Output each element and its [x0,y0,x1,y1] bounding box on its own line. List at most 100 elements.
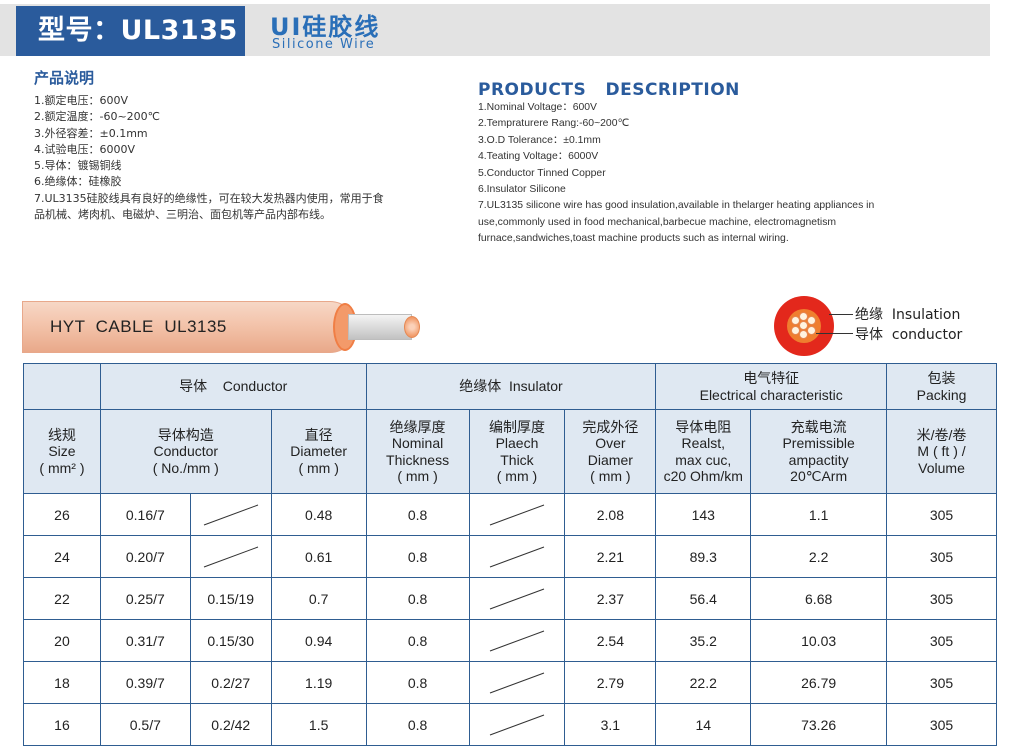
diameter-cell: 0.7 [270,577,367,620]
table-row: 16 0.5/7 0.2/42 1.5 0.8 3.1 14 73.26 305 [23,703,997,746]
conductor-strand [791,316,800,325]
resistance-cell: 35.2 [655,619,752,662]
description-cn-list: 1.额定电压：600V 2.额定温度：-60~200℃ 3.外径容差：±0.1m… [34,93,394,223]
plaech-cell [468,703,566,746]
description-en-item: 7.UL3135 silicone wire has good insulati… [478,200,875,245]
cable-core-strands [404,316,420,338]
table-column-header-row: 线规 Size( mm² ) 导体构造 Conductor( No./mm ) 直径… [23,409,997,494]
thickness-cell: 0.8 [365,577,470,620]
description-cn-item: 4.试验电压：6000V [34,142,136,156]
plaech-cell [468,661,566,704]
diameter-cell: 0.94 [270,619,367,662]
model-label: 型号：UL3135 [16,6,245,56]
over-diameter-cell: 2.37 [564,577,657,620]
over-diameter-cell: 2.54 [564,619,657,662]
conductor-strand [799,321,808,330]
size-cell: 26 [23,493,101,536]
description-en-item: 5.Conductor Tinned Copper [478,167,606,179]
construction-cell: 0.25/7 [99,577,191,620]
conductor-group-header: 导体 Conductor [99,363,367,410]
table-row: 18 0.39/7 0.2/27 1.19 0.8 2.79 22.2 26.79 305 [23,661,997,704]
construction-alt-cell: 0.15/19 [189,577,272,620]
product-title-en: Silicone Wire [272,37,376,52]
table-corner-cell [23,363,101,410]
construction-alt-cell: 0.2/42 [189,703,272,746]
plaech-cell [468,535,566,578]
conductor-strand [807,316,816,325]
construction-cell: 0.31/7 [99,619,191,662]
ampacity-cell: 26.79 [750,661,888,704]
size-column-header: 线规 Size( mm² ) [23,409,101,494]
construction-cell: 0.20/7 [99,535,191,578]
description-cn-item: 1.额定电压：600V [34,94,129,107]
thickness-cell: 0.8 [365,703,470,746]
thickness-cell: 0.8 [365,619,470,662]
description-en-item: 1.Nominal Voltage：600V [478,102,597,113]
plaech-cell [468,493,566,536]
construction-alt-cell [189,493,272,536]
insulation-leader-line [829,314,853,315]
diameter-cell: 1.19 [270,661,367,704]
cable-label: HYT CABLE UL3135 [50,317,227,336]
description-en-heading: PRODUCTS DESCRIPTION [478,80,740,100]
thickness-cell: 0.8 [365,493,470,536]
insulation-label: 绝缘 Insulation [855,307,961,323]
thickness-cell: 0.8 [365,661,470,704]
description-en-item: 3.O.D Tolerance：±0.1mm [478,134,601,146]
description-cn-item: 2.额定温度：-60~200℃ [34,110,161,124]
description-cn-item: 3.外径容差：±0.1mm [34,126,148,140]
construction-cell: 0.16/7 [99,493,191,536]
description-cn-item: 5.导体：镀锡铜线 [34,159,122,173]
construction-alt-cell: 0.15/30 [189,619,272,662]
volume-cell: 305 [886,535,997,578]
description-cn-heading: 产品说明 [34,69,95,87]
resistance-cell: 14 [655,703,752,746]
resistance-cell: 89.3 [655,535,752,578]
volume-cell: 305 [886,493,997,536]
description-cn-item: 7.UL3135硅胶线具有良好的绝缘性，可在较大发热器内使用，常用于食品机械、烤… [34,191,384,222]
over-diameter-cell: 3.1 [564,703,657,746]
diameter-cell: 1.5 [270,703,367,746]
over-diameter-column-header: 完成外径 Over Diamer( mm ) [564,409,657,494]
ampacity-cell: 6.68 [750,577,888,620]
ampacity-cell: 2.2 [750,535,888,578]
product-title-cn: UI硅胶线 [270,13,381,41]
table-row: 24 0.20/7 0.61 0.8 2.21 89.3 2.2 305 [23,535,997,578]
over-diameter-cell: 2.79 [564,661,657,704]
diameter-cell: 0.48 [270,493,367,536]
description-en-list: 1.Nominal Voltage：600V 2.Tempraturere Ra… [478,100,878,248]
size-cell: 22 [23,577,101,620]
construction-cell: 0.5/7 [99,703,191,746]
volume-cell: 305 [886,703,997,746]
diameter-column-header: 直径 Diameter( mm ) [270,409,367,494]
conductor-label: 导体 conductor [855,327,963,343]
plaech-column-header: 编制厚度 Plaech Thick( mm ) [468,409,566,494]
ampacity-cell: 1.1 [750,493,888,536]
volume-cell: 305 [886,577,997,620]
over-diameter-cell: 2.08 [564,493,657,536]
table-group-header-row: 导体 Conductor 绝缘体 Insulator 电气特征 Electric… [23,363,997,410]
table-row: 26 0.16/7 0.48 0.8 2.08 143 1.1 305 [23,493,997,536]
plaech-cell [468,619,566,662]
cable-illustration [22,301,356,353]
size-cell: 24 [23,535,101,578]
conductor-strand [799,330,808,339]
resistance-cell: 56.4 [655,577,752,620]
electrical-group-header: 电气特征 Electrical characteristic [655,363,888,410]
resistance-column-header: 导体电阻 Realst, max cuc, c20 Ohm/km [655,409,752,494]
table-row: 20 0.31/7 0.15/30 0.94 0.8 2.54 35.2 10.03 305 [23,619,997,662]
cable-inner-insulation [348,314,412,340]
size-cell: 18 [23,661,101,704]
construction-column-header: 导体构造 Conductor( No./mm ) [99,409,272,494]
resistance-cell: 22.2 [655,661,752,704]
conductor-strand [791,326,800,335]
spec-table: 导体 Conductor 绝缘体 Insulator 电气特征 Electric… [23,363,997,746]
description-en-item: 6.Insulator Silicone [478,184,566,196]
conductor-leader-line [816,333,853,334]
packing-group-header: 包装 Packing [886,363,997,410]
plaech-cell [468,577,566,620]
volume-column-header: 米/卷/卷 M ( ft ) / Volume [886,409,997,494]
diameter-cell: 0.61 [270,535,367,578]
size-cell: 20 [23,619,101,662]
over-diameter-cell: 2.21 [564,535,657,578]
